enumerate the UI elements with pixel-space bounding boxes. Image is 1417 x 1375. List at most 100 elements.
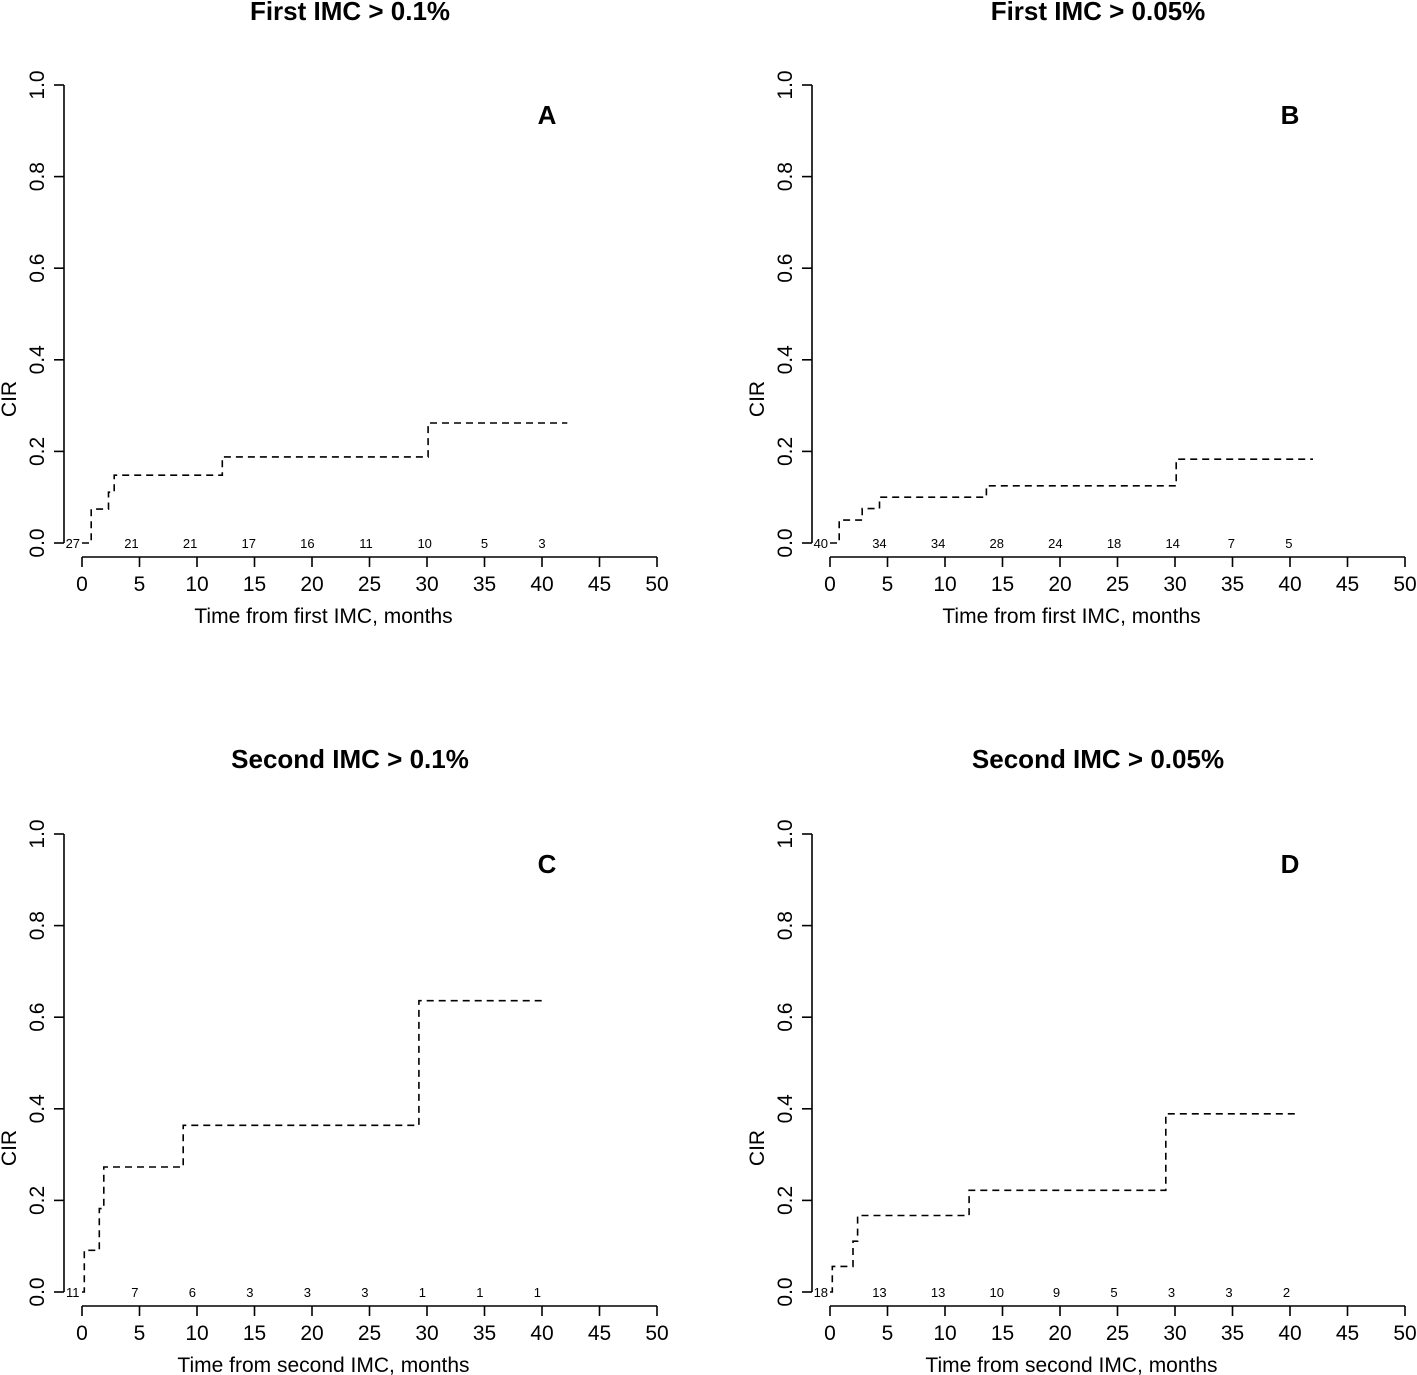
x-tick-label: 50 bbox=[645, 573, 668, 596]
at-risk-count: 7 bbox=[1228, 536, 1235, 551]
at-risk-count: 7 bbox=[131, 1285, 138, 1300]
y-tick-label: 0.6 bbox=[26, 254, 49, 283]
at-risk-count: 3 bbox=[1168, 1285, 1175, 1300]
x-tick-label: 30 bbox=[1163, 1322, 1186, 1345]
y-tick-label: 0.4 bbox=[26, 1094, 49, 1124]
x-tick-label: 10 bbox=[185, 1322, 208, 1345]
chart-title: Second IMC > 0.05% bbox=[972, 744, 1224, 774]
at-risk-count: 21 bbox=[124, 536, 138, 551]
at-risk-count: 11 bbox=[359, 536, 373, 551]
at-risk-count: 3 bbox=[361, 1285, 368, 1300]
at-risk-count: 27 bbox=[66, 536, 80, 551]
x-tick-label: 45 bbox=[1336, 573, 1359, 596]
x-tick-label: 50 bbox=[1393, 573, 1416, 596]
y-axis-label: CIR bbox=[746, 381, 769, 417]
y-tick-label: 0.4 bbox=[26, 345, 49, 375]
y-tick-label: 0.8 bbox=[774, 162, 797, 191]
y-tick-label: 0.6 bbox=[774, 1003, 797, 1032]
x-tick-label: 40 bbox=[530, 573, 553, 596]
at-risk-count: 34 bbox=[872, 536, 886, 551]
at-risk-count: 18 bbox=[1107, 536, 1121, 551]
y-tick-label: 0.2 bbox=[774, 1186, 797, 1215]
x-tick-label: 20 bbox=[1048, 573, 1071, 596]
x-tick-label: 15 bbox=[243, 573, 266, 596]
x-tick-label: 35 bbox=[473, 1322, 496, 1345]
x-tick-label: 35 bbox=[1221, 573, 1244, 596]
x-tick-label: 40 bbox=[530, 1322, 553, 1345]
at-risk-count: 40 bbox=[814, 536, 828, 551]
at-risk-count: 18 bbox=[814, 1285, 828, 1300]
y-tick-label: 0.0 bbox=[26, 1277, 49, 1306]
y-tick-label: 0.4 bbox=[774, 1094, 797, 1124]
x-tick-label: 5 bbox=[882, 1322, 894, 1345]
x-tick-label: 15 bbox=[243, 1322, 266, 1345]
x-tick-label: 40 bbox=[1278, 573, 1301, 596]
x-axis-label: Time from first IMC, months bbox=[194, 605, 452, 628]
chart-panel-c: Second IMC > 0.1% C 0.0 0.2 0.4 0.6 0.8 1.0 CIR 0… bbox=[0, 744, 669, 1375]
at-risk-count: 21 bbox=[183, 536, 197, 551]
y-tick-label: 0.4 bbox=[774, 345, 797, 375]
x-tick-label: 10 bbox=[933, 573, 956, 596]
x-tick-label: 20 bbox=[300, 1322, 323, 1345]
x-tick-label: 20 bbox=[300, 573, 323, 596]
y-tick-label: 0.6 bbox=[26, 1003, 49, 1032]
cir-step-curve bbox=[82, 999, 545, 1293]
x-tick-label: 45 bbox=[1336, 1322, 1359, 1345]
x-tick-label: 10 bbox=[185, 573, 208, 596]
at-risk-count: 14 bbox=[1165, 536, 1179, 551]
at-risk-count: 2 bbox=[1283, 1285, 1290, 1300]
y-tick-label: 0.0 bbox=[774, 528, 797, 557]
at-risk-count: 10 bbox=[990, 1285, 1004, 1300]
at-risk-count: 16 bbox=[300, 536, 314, 551]
y-tick-label: 0.2 bbox=[26, 437, 49, 466]
y-tick-label: 1.0 bbox=[26, 819, 49, 848]
at-risk-count: 3 bbox=[304, 1285, 311, 1300]
y-tick-label: 0.0 bbox=[26, 528, 49, 557]
x-axis-label: Time from second IMC, months bbox=[177, 1354, 469, 1375]
x-tick-label: 15 bbox=[991, 573, 1014, 596]
y-tick-label: 0.0 bbox=[774, 1277, 797, 1306]
chart-panel-a: First IMC > 0.1% A 0.0 0.2 0.4 0.6 0.8 1.0 CIR 0 5… bbox=[0, 0, 669, 628]
chart-title: First IMC > 0.05% bbox=[991, 0, 1206, 26]
cir-step-curve bbox=[82, 422, 568, 544]
x-tick-label: 0 bbox=[824, 1322, 836, 1345]
at-risk-count: 3 bbox=[246, 1285, 253, 1300]
x-tick-label: 15 bbox=[991, 1322, 1014, 1345]
at-risk-count: 24 bbox=[1048, 536, 1062, 551]
at-risk-count: 5 bbox=[1285, 536, 1292, 551]
y-tick-label: 1.0 bbox=[26, 70, 49, 99]
at-risk-count: 1 bbox=[419, 1285, 426, 1300]
x-tick-label: 45 bbox=[588, 573, 611, 596]
x-tick-label: 40 bbox=[1278, 1322, 1301, 1345]
at-risk-count: 28 bbox=[990, 536, 1004, 551]
at-risk-count: 10 bbox=[417, 536, 431, 551]
at-risk-count: 34 bbox=[931, 536, 945, 551]
y-tick-label: 0.8 bbox=[26, 162, 49, 191]
at-risk-count: 9 bbox=[1053, 1285, 1060, 1300]
at-risk-count: 17 bbox=[242, 536, 256, 551]
at-risk-count: 13 bbox=[931, 1285, 945, 1300]
at-risk-count: 3 bbox=[538, 536, 545, 551]
x-tick-label: 0 bbox=[76, 573, 88, 596]
at-risk-count: 1 bbox=[534, 1285, 541, 1300]
chart-title: First IMC > 0.1% bbox=[250, 0, 450, 26]
x-tick-label: 5 bbox=[134, 573, 146, 596]
panel-letter: D bbox=[1281, 849, 1300, 879]
at-risk-count: 3 bbox=[1225, 1285, 1232, 1300]
cir-step-curve bbox=[830, 458, 1313, 544]
x-tick-label: 35 bbox=[473, 573, 496, 596]
x-tick-label: 5 bbox=[882, 573, 894, 596]
x-tick-label: 50 bbox=[645, 1322, 668, 1345]
x-tick-label: 25 bbox=[1106, 573, 1129, 596]
at-risk-count: 11 bbox=[66, 1285, 80, 1300]
y-tick-label: 1.0 bbox=[774, 70, 797, 99]
y-axis-label: CIR bbox=[746, 1130, 769, 1166]
at-risk-count: 5 bbox=[481, 536, 488, 551]
x-tick-label: 20 bbox=[1048, 1322, 1071, 1345]
y-tick-label: 0.2 bbox=[774, 437, 797, 466]
x-tick-label: 5 bbox=[134, 1322, 146, 1345]
x-tick-label: 45 bbox=[588, 1322, 611, 1345]
y-tick-label: 0.6 bbox=[774, 254, 797, 283]
y-tick-label: 1.0 bbox=[774, 819, 797, 848]
